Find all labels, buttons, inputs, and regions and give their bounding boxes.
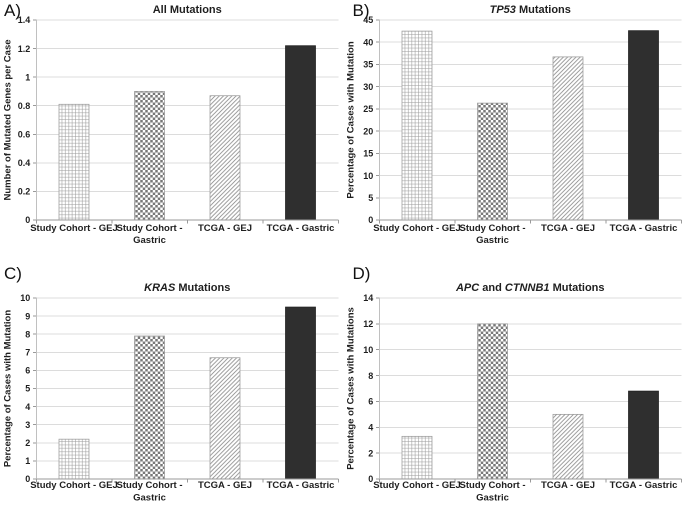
y-tick-label: 0.2 <box>18 187 31 197</box>
y-tick-label: 8 <box>25 329 30 339</box>
x-tick-label: TCGA - GEJ <box>198 223 252 234</box>
y-tick-label: 0.8 <box>18 101 31 111</box>
y-tick-label: 40 <box>363 37 373 47</box>
y-tick-label: 9 <box>25 311 30 321</box>
y-tick-label: 0 <box>368 215 373 225</box>
y-tick-label: 20 <box>363 126 373 136</box>
y-tick-label: 8 <box>368 371 373 381</box>
x-tick-label: TCGA - Gastric <box>267 223 335 234</box>
y-tick-label: 10 <box>20 293 30 303</box>
chart-title: KRAS Mutations <box>144 282 230 294</box>
x-tick-label: Gastric <box>476 493 509 504</box>
y-tick-label: 45 <box>363 15 373 25</box>
x-tick-label: TCGA - GEJ <box>540 480 594 491</box>
y-tick-label: 1.2 <box>18 44 31 54</box>
y-tick-label: 25 <box>363 104 373 114</box>
y-tick-label: 6 <box>25 366 30 376</box>
y-tick-label: 35 <box>363 60 373 70</box>
panel-b-tp53-mutations: B) TP53 Mutations 0 5 10 15 20 25 30 35 40 45 Perce… <box>343 0 685 254</box>
y-tick-label: 5 <box>25 384 30 394</box>
x-tick-label: Study Cohort - GEJ <box>30 223 118 234</box>
x-tick-label: TCGA - GEJ <box>198 480 252 491</box>
x-tick-label: Study Cohort - GEJ <box>30 480 118 491</box>
y-tick-label: 4 <box>368 422 373 432</box>
bar-chart-kras-mutations: KRAS Mutations 0 1 2 3 4 5 6 7 8 9 10 Percentage of … <box>2 282 339 504</box>
x-tick-label: TCGA - Gastric <box>609 223 677 234</box>
bar-solid <box>627 390 659 480</box>
y-tick-label: 0 <box>25 474 30 484</box>
panel-c-letter: C) <box>4 264 22 283</box>
x-tick-label: Study Cohort - <box>117 480 183 491</box>
x-tick-label: Study Cohort - GEJ <box>373 223 461 234</box>
y-axis-label: Number of Mutated Genes per Case <box>2 39 13 200</box>
panel-b-letter: B) <box>352 1 370 20</box>
panel-c-kras-mutations: C) KRAS Mutations 0 1 2 3 4 5 6 7 8 9 10 Percentage … <box>0 254 343 508</box>
y-tick-label: 4 <box>25 402 30 412</box>
x-tick-label: Gastric <box>133 493 166 504</box>
x-tick-label: TCGA - Gastric <box>267 480 335 491</box>
y-tick-label: 0.6 <box>18 129 31 139</box>
bar-grid <box>401 30 432 221</box>
bar-grid <box>58 103 90 221</box>
x-tick-label: Study Cohort - <box>459 223 525 234</box>
y-tick-label: 0 <box>25 215 30 225</box>
x-tick-label: TCGA - Gastric <box>609 480 677 491</box>
x-tick-label: Study Cohort - <box>117 223 183 234</box>
y-tick-label: 5 <box>368 193 373 203</box>
bar-checker <box>134 91 165 221</box>
bar-grid <box>401 435 432 480</box>
bar-chart-tp53-mutations: TP53 Mutations 0 5 10 15 20 25 30 35 40 45 Percenta… <box>345 4 682 246</box>
bar-diagonal <box>552 56 583 221</box>
x-tick-label: Gastric <box>133 235 166 246</box>
bar-solid <box>627 30 659 221</box>
bar-checker <box>134 335 165 480</box>
y-tick-label: 14 <box>363 293 373 303</box>
bar-grid <box>58 438 90 480</box>
panel-d-apc-ctnnb1-mutations: D) APC and CTNNB1 Mutations 0 2 4 6 8 10 12 14 Pe… <box>343 254 685 508</box>
y-tick-label: 30 <box>363 82 373 92</box>
bar-checker <box>476 323 508 480</box>
panel-a-letter: A) <box>4 1 21 20</box>
x-tick-label: TCGA - GEJ <box>540 223 594 234</box>
y-axis-label: Percentage of Cases with Mutations <box>345 307 356 470</box>
x-tick-label: Gastric <box>476 235 509 246</box>
y-tick-label: 0 <box>368 474 373 484</box>
panel-d-letter: D) <box>352 264 371 283</box>
bar-checker <box>476 102 508 221</box>
chart-title: TP53 Mutations <box>489 4 570 16</box>
panel-a-all-mutations: A) All Mutations 0 0.2 0.4 0.6 0.8 1 1.2 1.4 Numb… <box>0 0 343 254</box>
bar-solid <box>285 45 316 221</box>
bar-chart-all-mutations: All Mutations 0 0.2 0.4 0.6 0.8 1 1.2 1.4 Number … <box>2 4 339 246</box>
y-axis-label: Percentage of Cases with Mutation <box>2 310 13 468</box>
y-tick-label: 12 <box>363 319 373 329</box>
bar-diagonal <box>209 357 241 480</box>
y-tick-label: 2 <box>368 448 373 458</box>
y-tick-label: 1 <box>25 456 30 466</box>
y-tick-label: 10 <box>363 171 373 181</box>
bar-chart-apc-ctnnb1-mutations: APC and CTNNB1 Mutations 0 2 4 6 8 10 12 14 Perce… <box>345 282 682 504</box>
y-tick-label: 15 <box>363 149 373 159</box>
y-tick-label: 1.4 <box>18 15 31 25</box>
y-tick-label: 0.4 <box>18 158 31 168</box>
y-tick-label: 2 <box>25 438 30 448</box>
y-axis-label: Percentage of Cases with Mutation <box>345 41 356 199</box>
bar-diagonal <box>552 413 583 480</box>
chart-title: All Mutations <box>153 4 222 16</box>
y-tick-label: 3 <box>25 420 30 430</box>
y-tick-label: 10 <box>363 345 373 355</box>
bar-solid <box>285 306 316 480</box>
y-tick-label: 1 <box>25 72 30 82</box>
y-tick-label: 6 <box>368 397 373 407</box>
chart-title: APC and CTNNB1 Mutations <box>454 282 604 294</box>
x-tick-label: Study Cohort - GEJ <box>373 480 461 491</box>
bar-diagonal <box>209 95 241 221</box>
x-tick-label: Study Cohort - <box>459 480 525 491</box>
y-tick-label: 7 <box>25 348 30 358</box>
